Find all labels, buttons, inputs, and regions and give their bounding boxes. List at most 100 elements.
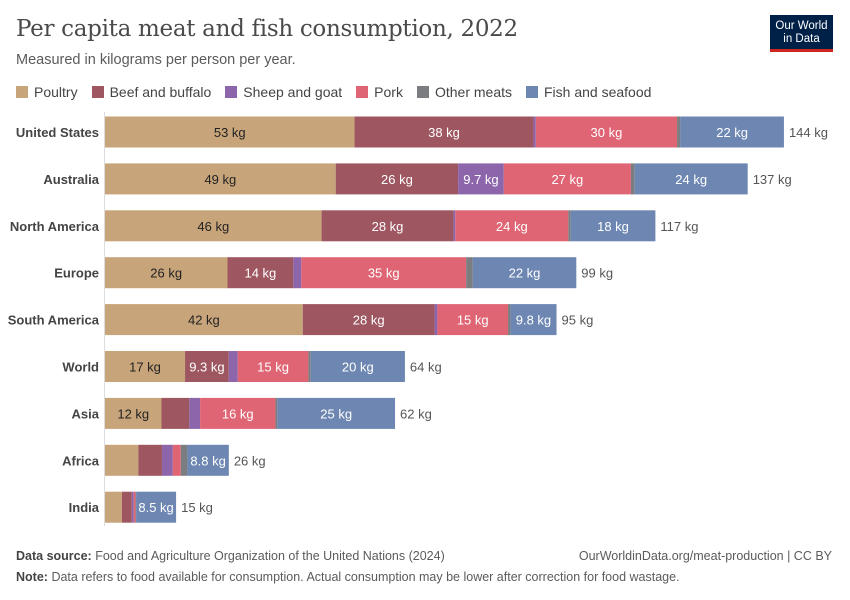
- note: Note: Data refers to food available for …: [16, 570, 680, 584]
- bar-segment: [189, 397, 201, 429]
- bar-segment: [172, 444, 181, 476]
- bar-segment: [472, 257, 577, 289]
- bar-segment: [105, 444, 139, 476]
- bar-segment: [135, 491, 137, 523]
- total-label: 15 kg: [181, 500, 213, 515]
- data-label: 8.8 kg: [190, 453, 225, 468]
- legend-label: Sheep and goat: [243, 84, 343, 100]
- legend-item[interactable]: Other meats: [416, 84, 512, 100]
- bar-segment: [568, 210, 571, 242]
- bar-segment: [677, 116, 681, 148]
- bar-segment: [105, 397, 162, 429]
- category-label: World: [62, 360, 99, 375]
- bar-segment: [310, 351, 405, 382]
- source-label: Data source:: [16, 549, 92, 563]
- bar-segment: [533, 116, 536, 148]
- data-source: Data source: Food and Agriculture Organi…: [16, 549, 445, 563]
- bar-segment: [510, 304, 557, 336]
- data-label: 16 kg: [222, 406, 254, 421]
- total-label: 144 kg: [789, 125, 828, 140]
- bar-segment: [302, 304, 435, 336]
- legend-swatch: [416, 86, 429, 98]
- total-label: 64 kg: [410, 360, 442, 375]
- legend-label: Pork: [374, 84, 403, 100]
- data-label: 9.3 kg: [189, 360, 224, 375]
- bar-segment: [187, 444, 229, 476]
- legend-item[interactable]: Poultry: [16, 84, 78, 100]
- legend-swatch: [356, 86, 369, 98]
- total-label: 137 kg: [753, 172, 792, 187]
- data-label: 53 kg: [214, 125, 246, 140]
- legend-label: Poultry: [34, 84, 78, 100]
- bar-segment: [138, 444, 162, 476]
- legend-item[interactable]: Sheep and goat: [225, 84, 342, 100]
- bar-segment: [335, 163, 459, 195]
- category-label: Europe: [54, 266, 99, 281]
- category-label: Africa: [62, 453, 100, 468]
- data-label: 22 kg: [716, 125, 748, 140]
- data-label: 24 kg: [496, 219, 528, 234]
- data-label: 12 kg: [117, 406, 149, 421]
- total-label: 95 kg: [562, 313, 594, 328]
- data-label: 25 kg: [320, 406, 352, 421]
- bar-segment: [458, 163, 504, 195]
- category-label: Asia: [72, 406, 100, 421]
- total-label: 117 kg: [660, 219, 698, 234]
- data-label: 27 kg: [551, 172, 583, 187]
- data-label: 35 kg: [368, 266, 400, 281]
- legend-swatch: [91, 86, 104, 98]
- bar-segment: [227, 257, 294, 289]
- bar-segment: [105, 116, 355, 148]
- note-text: Data refers to food available for consum…: [51, 570, 680, 584]
- bar-segment: [301, 257, 467, 289]
- data-label: 38 kg: [428, 125, 460, 140]
- data-label: 9.7 kg: [463, 172, 498, 187]
- bar-segment: [131, 491, 134, 523]
- bar-segment: [434, 304, 438, 336]
- bar-segment: [133, 491, 136, 523]
- bar-segment: [228, 351, 238, 382]
- bar-segment: [630, 163, 635, 195]
- bar-segment: [453, 210, 456, 242]
- bar-segment: [105, 491, 122, 523]
- data-label: 26 kg: [150, 266, 182, 281]
- chart-title: Per capita meat and fish consumption, 20…: [16, 16, 518, 42]
- bar-segment: [466, 257, 473, 289]
- bar-segment: [508, 304, 511, 336]
- bar-segment: [321, 210, 454, 242]
- data-label: 26 kg: [381, 172, 413, 187]
- legend-label: Other meats: [434, 84, 512, 100]
- data-label: 46 kg: [197, 219, 229, 234]
- data-label: 14 kg: [244, 266, 276, 281]
- bar-segment: [308, 351, 311, 382]
- legend-item[interactable]: Beef and buffalo: [91, 84, 211, 100]
- bar-segment: [161, 444, 173, 476]
- data-label: 22 kg: [509, 266, 541, 281]
- bar-segment: [180, 444, 188, 476]
- legend-swatch: [225, 86, 238, 98]
- owid-logo[interactable]: Our World in Data: [770, 15, 833, 52]
- bar-segment: [105, 257, 228, 289]
- source-text: Food and Agriculture Organization of the…: [95, 549, 445, 563]
- bar-segment: [503, 163, 631, 195]
- source-url-link[interactable]: OurWorldinData.org/meat-production | CC …: [578, 549, 832, 563]
- bar-segment: [105, 163, 336, 195]
- data-label: 28 kg: [372, 219, 404, 234]
- bar-segment: [437, 304, 509, 336]
- data-label: 49 kg: [204, 172, 236, 187]
- total-label: 26 kg: [234, 453, 266, 468]
- total-label: 99 kg: [581, 266, 613, 281]
- data-label: 28 kg: [353, 313, 385, 328]
- bar-segment: [105, 210, 322, 242]
- data-label: 15 kg: [257, 360, 289, 375]
- legend-item[interactable]: Fish and seafood: [526, 84, 651, 100]
- category-label: Australia: [43, 172, 99, 187]
- legend-swatch: [16, 86, 28, 98]
- category-label: North America: [10, 219, 100, 234]
- bar-segment: [237, 351, 309, 382]
- bar-segment: [136, 491, 177, 523]
- bar-segment: [185, 351, 229, 382]
- legend-item[interactable]: Pork: [356, 84, 403, 100]
